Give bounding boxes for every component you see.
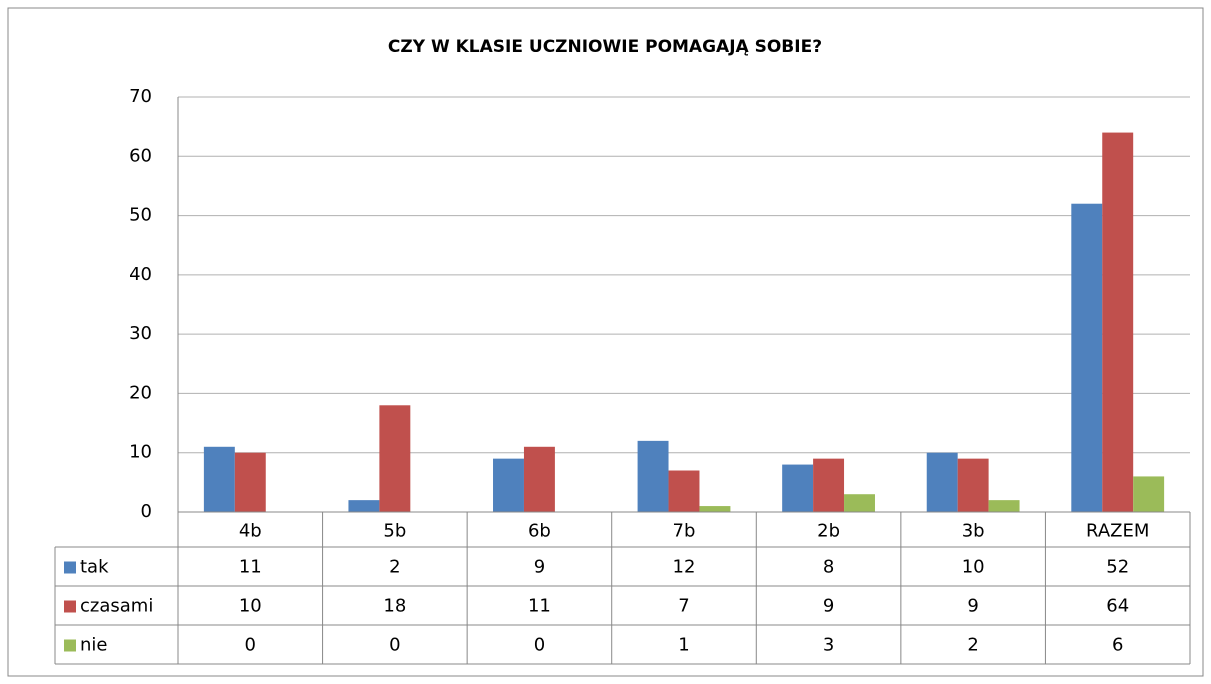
bar — [668, 470, 700, 512]
table-value: 7 — [678, 596, 689, 617]
legend-swatch — [64, 561, 76, 574]
bar — [234, 452, 266, 512]
table-value: 52 — [1106, 557, 1129, 578]
table-value: 8 — [823, 557, 834, 578]
x-tick-label: 7b — [673, 521, 696, 542]
bar — [1102, 132, 1134, 513]
table-value: 2 — [967, 635, 978, 656]
legend-label: czasami — [80, 596, 153, 617]
bar — [203, 446, 235, 512]
bar — [988, 500, 1020, 512]
bar — [348, 500, 380, 512]
y-tick-label: 50 — [129, 205, 152, 226]
x-tick-label: RAZEM — [1086, 521, 1149, 542]
table-value: 0 — [534, 635, 545, 656]
bar — [379, 405, 411, 512]
y-tick-label: 40 — [129, 264, 152, 285]
bar — [493, 458, 524, 512]
y-tick-label: 30 — [129, 323, 152, 344]
x-tick-label: 2b — [817, 521, 840, 542]
bar — [1071, 203, 1103, 512]
x-tick-label: 6b — [528, 521, 551, 542]
bar — [926, 452, 958, 512]
y-tick-label: 70 — [129, 86, 152, 107]
bar — [813, 458, 845, 512]
legend-swatch — [64, 639, 76, 652]
table-value: 9 — [534, 557, 545, 578]
bar — [523, 446, 555, 512]
table-value: 6 — [1112, 635, 1123, 656]
table-value: 0 — [245, 635, 256, 656]
table-value: 18 — [383, 596, 406, 617]
y-tick-label: 60 — [129, 145, 152, 166]
x-tick-label: 3b — [962, 521, 985, 542]
x-tick-label: 5b — [383, 521, 406, 542]
table-value: 64 — [1106, 596, 1129, 617]
chart-border — [7, 7, 1204, 677]
bar — [637, 440, 669, 512]
legend-label: nie — [80, 635, 107, 656]
y-tick-label: 0 — [141, 501, 152, 522]
table-value: 1 — [678, 635, 689, 656]
bar — [782, 464, 814, 512]
bar — [844, 494, 875, 512]
table-value: 0 — [389, 635, 400, 656]
table-value: 9 — [823, 596, 834, 617]
table-value: 12 — [673, 557, 696, 578]
legend-swatch — [64, 600, 76, 613]
legend-label: tak — [80, 557, 109, 578]
bar — [699, 506, 731, 512]
table-value: 10 — [962, 557, 985, 578]
table-value: 2 — [389, 557, 400, 578]
bar — [1133, 476, 1165, 512]
y-tick-label: 10 — [129, 442, 152, 463]
chart-title: CZY W KLASIE UCZNIOWIE POMAGAJĄ SOBIE? — [388, 37, 822, 57]
table-value: 10 — [239, 596, 262, 617]
table-value: 11 — [528, 596, 551, 617]
y-tick-label: 20 — [129, 382, 152, 403]
table-value: 9 — [967, 596, 978, 617]
table-value: 11 — [239, 557, 262, 578]
table-value: 3 — [823, 635, 834, 656]
bar — [957, 458, 989, 512]
x-tick-label: 4b — [239, 521, 262, 542]
